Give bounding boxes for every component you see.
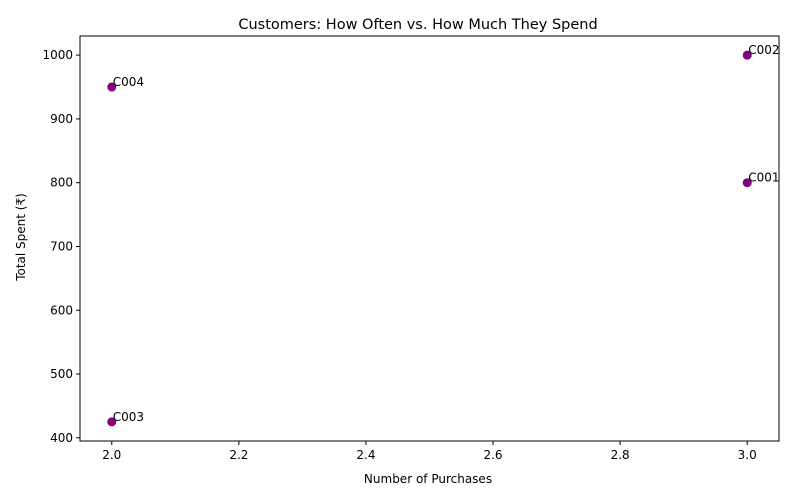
- y-tick-label: 400: [50, 431, 73, 445]
- x-tick-label: 3.0: [738, 448, 757, 462]
- x-tick-label: 2.2: [229, 448, 248, 462]
- y-tick-label: 900: [50, 112, 73, 126]
- point-label: C003: [113, 410, 144, 424]
- y-axis-ticks: 400 500 600 700 800 900 1000: [42, 48, 80, 445]
- data-point: [107, 82, 117, 92]
- point-label: C004: [113, 75, 144, 89]
- x-axis-ticks: 2.0 2.2 2.4 2.6 2.8 3.0: [102, 441, 757, 462]
- data-point: [742, 178, 752, 188]
- y-tick-label: 800: [50, 176, 73, 190]
- y-axis-label: Total Spent (₹): [14, 193, 28, 282]
- y-tick-label: 500: [50, 367, 73, 381]
- point-label: C002: [748, 43, 779, 57]
- point-labels: C001 C002 C003 C004: [113, 43, 780, 424]
- y-tick-label: 700: [50, 239, 73, 253]
- data-point: [107, 417, 117, 427]
- x-axis-label: Number of Purchases: [364, 472, 492, 486]
- x-tick-label: 2.6: [483, 448, 502, 462]
- chart-title: Customers: How Often vs. How Much They S…: [238, 17, 597, 33]
- y-tick-label: 1000: [42, 48, 73, 62]
- x-tick-label: 2.8: [611, 448, 630, 462]
- plot-frame: [79, 35, 780, 442]
- x-tick-label: 2.0: [102, 448, 121, 462]
- data-points: [107, 50, 752, 427]
- x-tick-label: 2.4: [356, 448, 375, 462]
- point-label: C001: [748, 171, 779, 185]
- y-tick-label: 600: [50, 303, 73, 317]
- data-point: [742, 50, 752, 60]
